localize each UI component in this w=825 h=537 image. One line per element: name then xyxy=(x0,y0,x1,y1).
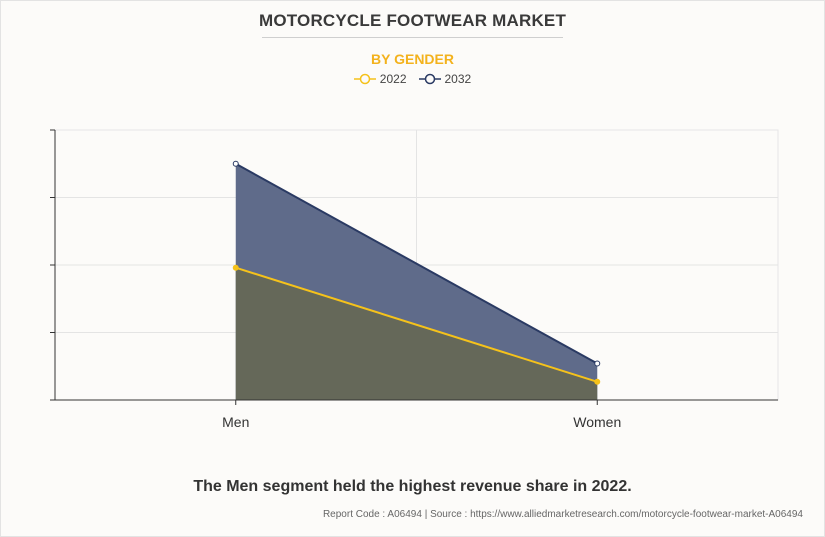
legend-label-2022: 2022 xyxy=(379,72,407,86)
x-tick-label-women: Women xyxy=(573,414,621,430)
legend-marker-2022 xyxy=(353,73,376,85)
chart-caption: The Men segment held the highest revenue… xyxy=(193,478,632,495)
point-2032-men xyxy=(232,160,239,167)
point-2022-men xyxy=(232,264,239,271)
source-footer: Report Code : A06494 | Source : https://… xyxy=(322,509,803,520)
legend: 2022 2032 xyxy=(0,72,825,86)
point-2032-women xyxy=(594,360,601,367)
area-2022 xyxy=(235,267,598,400)
chart-subtitle: BY GENDER xyxy=(371,51,454,67)
title-divider xyxy=(262,37,563,38)
line-2022 xyxy=(235,266,598,383)
legend-item-2032[interactable]: 2032 xyxy=(418,72,472,86)
x-tick-label-men: Men xyxy=(222,414,249,430)
legend-label-2032: 2032 xyxy=(444,72,472,86)
legend-item-2022[interactable]: 2022 xyxy=(353,72,407,86)
legend-marker-2032 xyxy=(418,73,441,85)
chart-title: MOTORCYCLE FOOTWEAR MARKET xyxy=(258,11,567,30)
point-2022-women xyxy=(594,378,601,385)
line-2032 xyxy=(235,162,598,365)
